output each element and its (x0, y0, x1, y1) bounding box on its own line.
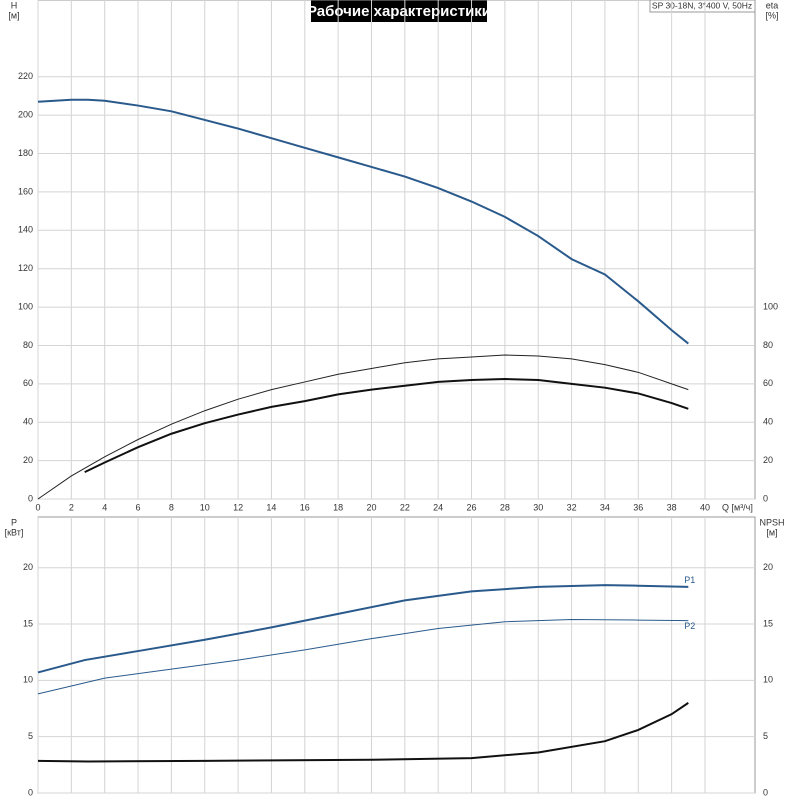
series-line (37, 619, 689, 695)
y2-tick-label: 20 (763, 455, 773, 465)
x-tick-label: 16 (300, 502, 310, 512)
x-tick-label: 34 (600, 502, 610, 512)
x-tick-label: 18 (333, 502, 343, 512)
x-tick-label: 0 (35, 502, 40, 512)
y-tick-label: 120 (18, 263, 33, 273)
y2-tick-label: 15 (763, 618, 773, 628)
y-axis-label: P (11, 517, 17, 527)
y-tick-label: 100 (18, 301, 33, 311)
title-box (311, 0, 487, 22)
y-tick-label: 0 (28, 787, 33, 797)
series-line (84, 378, 689, 474)
y-tick-label: 40 (23, 417, 33, 427)
y-tick-label: 180 (18, 148, 33, 158)
y-axis-unit: [кВт] (5, 527, 24, 537)
y-tick-label: 15 (23, 618, 33, 628)
y-axis-label: H (11, 0, 18, 10)
x-tick-label: 38 (667, 502, 677, 512)
y-tick-label: 220 (18, 71, 33, 81)
y2-tick-label: 80 (763, 340, 773, 350)
x-tick-label: 10 (200, 502, 210, 512)
y2-tick-label: 0 (763, 787, 768, 797)
y2-axis-label: NPSH (759, 517, 784, 527)
y2-tick-label: 5 (763, 731, 768, 741)
y2-tick-label: 10 (763, 675, 773, 685)
x-tick-label: 8 (169, 502, 174, 512)
y-tick-label: 20 (23, 562, 33, 572)
x-tick-label: 26 (467, 502, 477, 512)
x-tick-label: 36 (633, 502, 643, 512)
x-tick-label: 6 (136, 502, 141, 512)
y-tick-label: 5 (28, 731, 33, 741)
x-tick-label: 22 (400, 502, 410, 512)
y-tick-label: 140 (18, 225, 33, 235)
x-tick-label: 24 (433, 502, 443, 512)
x-tick-label: 2 (69, 502, 74, 512)
series-line (37, 584, 689, 674)
chart-title: Рабочие характеристики (307, 3, 491, 20)
y2-tick-label: 0 (763, 493, 768, 503)
y2-tick-label: 60 (763, 378, 773, 388)
series-label: P2 (684, 621, 695, 631)
y-tick-label: 10 (23, 675, 33, 685)
series-label: P1 (684, 575, 695, 585)
x-tick-label: 20 (366, 502, 376, 512)
y-axis-unit: [м] (8, 10, 19, 20)
x-tick-label: 40 (700, 502, 710, 512)
x-tick-label: 14 (266, 502, 276, 512)
plot-area (37, 0, 756, 500)
model-label: SP 30-18N, 3*400 V, 50Hz (652, 0, 752, 10)
y2-axis-unit: [%] (765, 10, 778, 20)
x-tick-label: 4 (102, 502, 107, 512)
y2-axis-unit: [м] (766, 527, 777, 537)
y-tick-label: 80 (23, 340, 33, 350)
y-tick-label: 60 (23, 378, 33, 388)
y2-tick-label: 40 (763, 417, 773, 427)
x-tick-label: 32 (567, 502, 577, 512)
series-line (37, 354, 689, 500)
y-tick-label: 200 (18, 110, 33, 120)
x-axis-label: Q [м³/ч] (722, 502, 753, 512)
series-line (37, 98, 689, 345)
x-tick-label: 28 (500, 502, 510, 512)
series-line (37, 702, 689, 763)
plot-area (37, 516, 756, 794)
y-tick-label: 20 (23, 455, 33, 465)
y2-axis-label: eta (766, 0, 779, 10)
y-tick-label: 0 (28, 493, 33, 503)
x-tick-label: 30 (533, 502, 543, 512)
y2-tick-label: 20 (763, 562, 773, 572)
y-tick-label: 160 (18, 186, 33, 196)
y2-tick-label: 100 (763, 301, 778, 311)
x-tick-label: 12 (233, 502, 243, 512)
